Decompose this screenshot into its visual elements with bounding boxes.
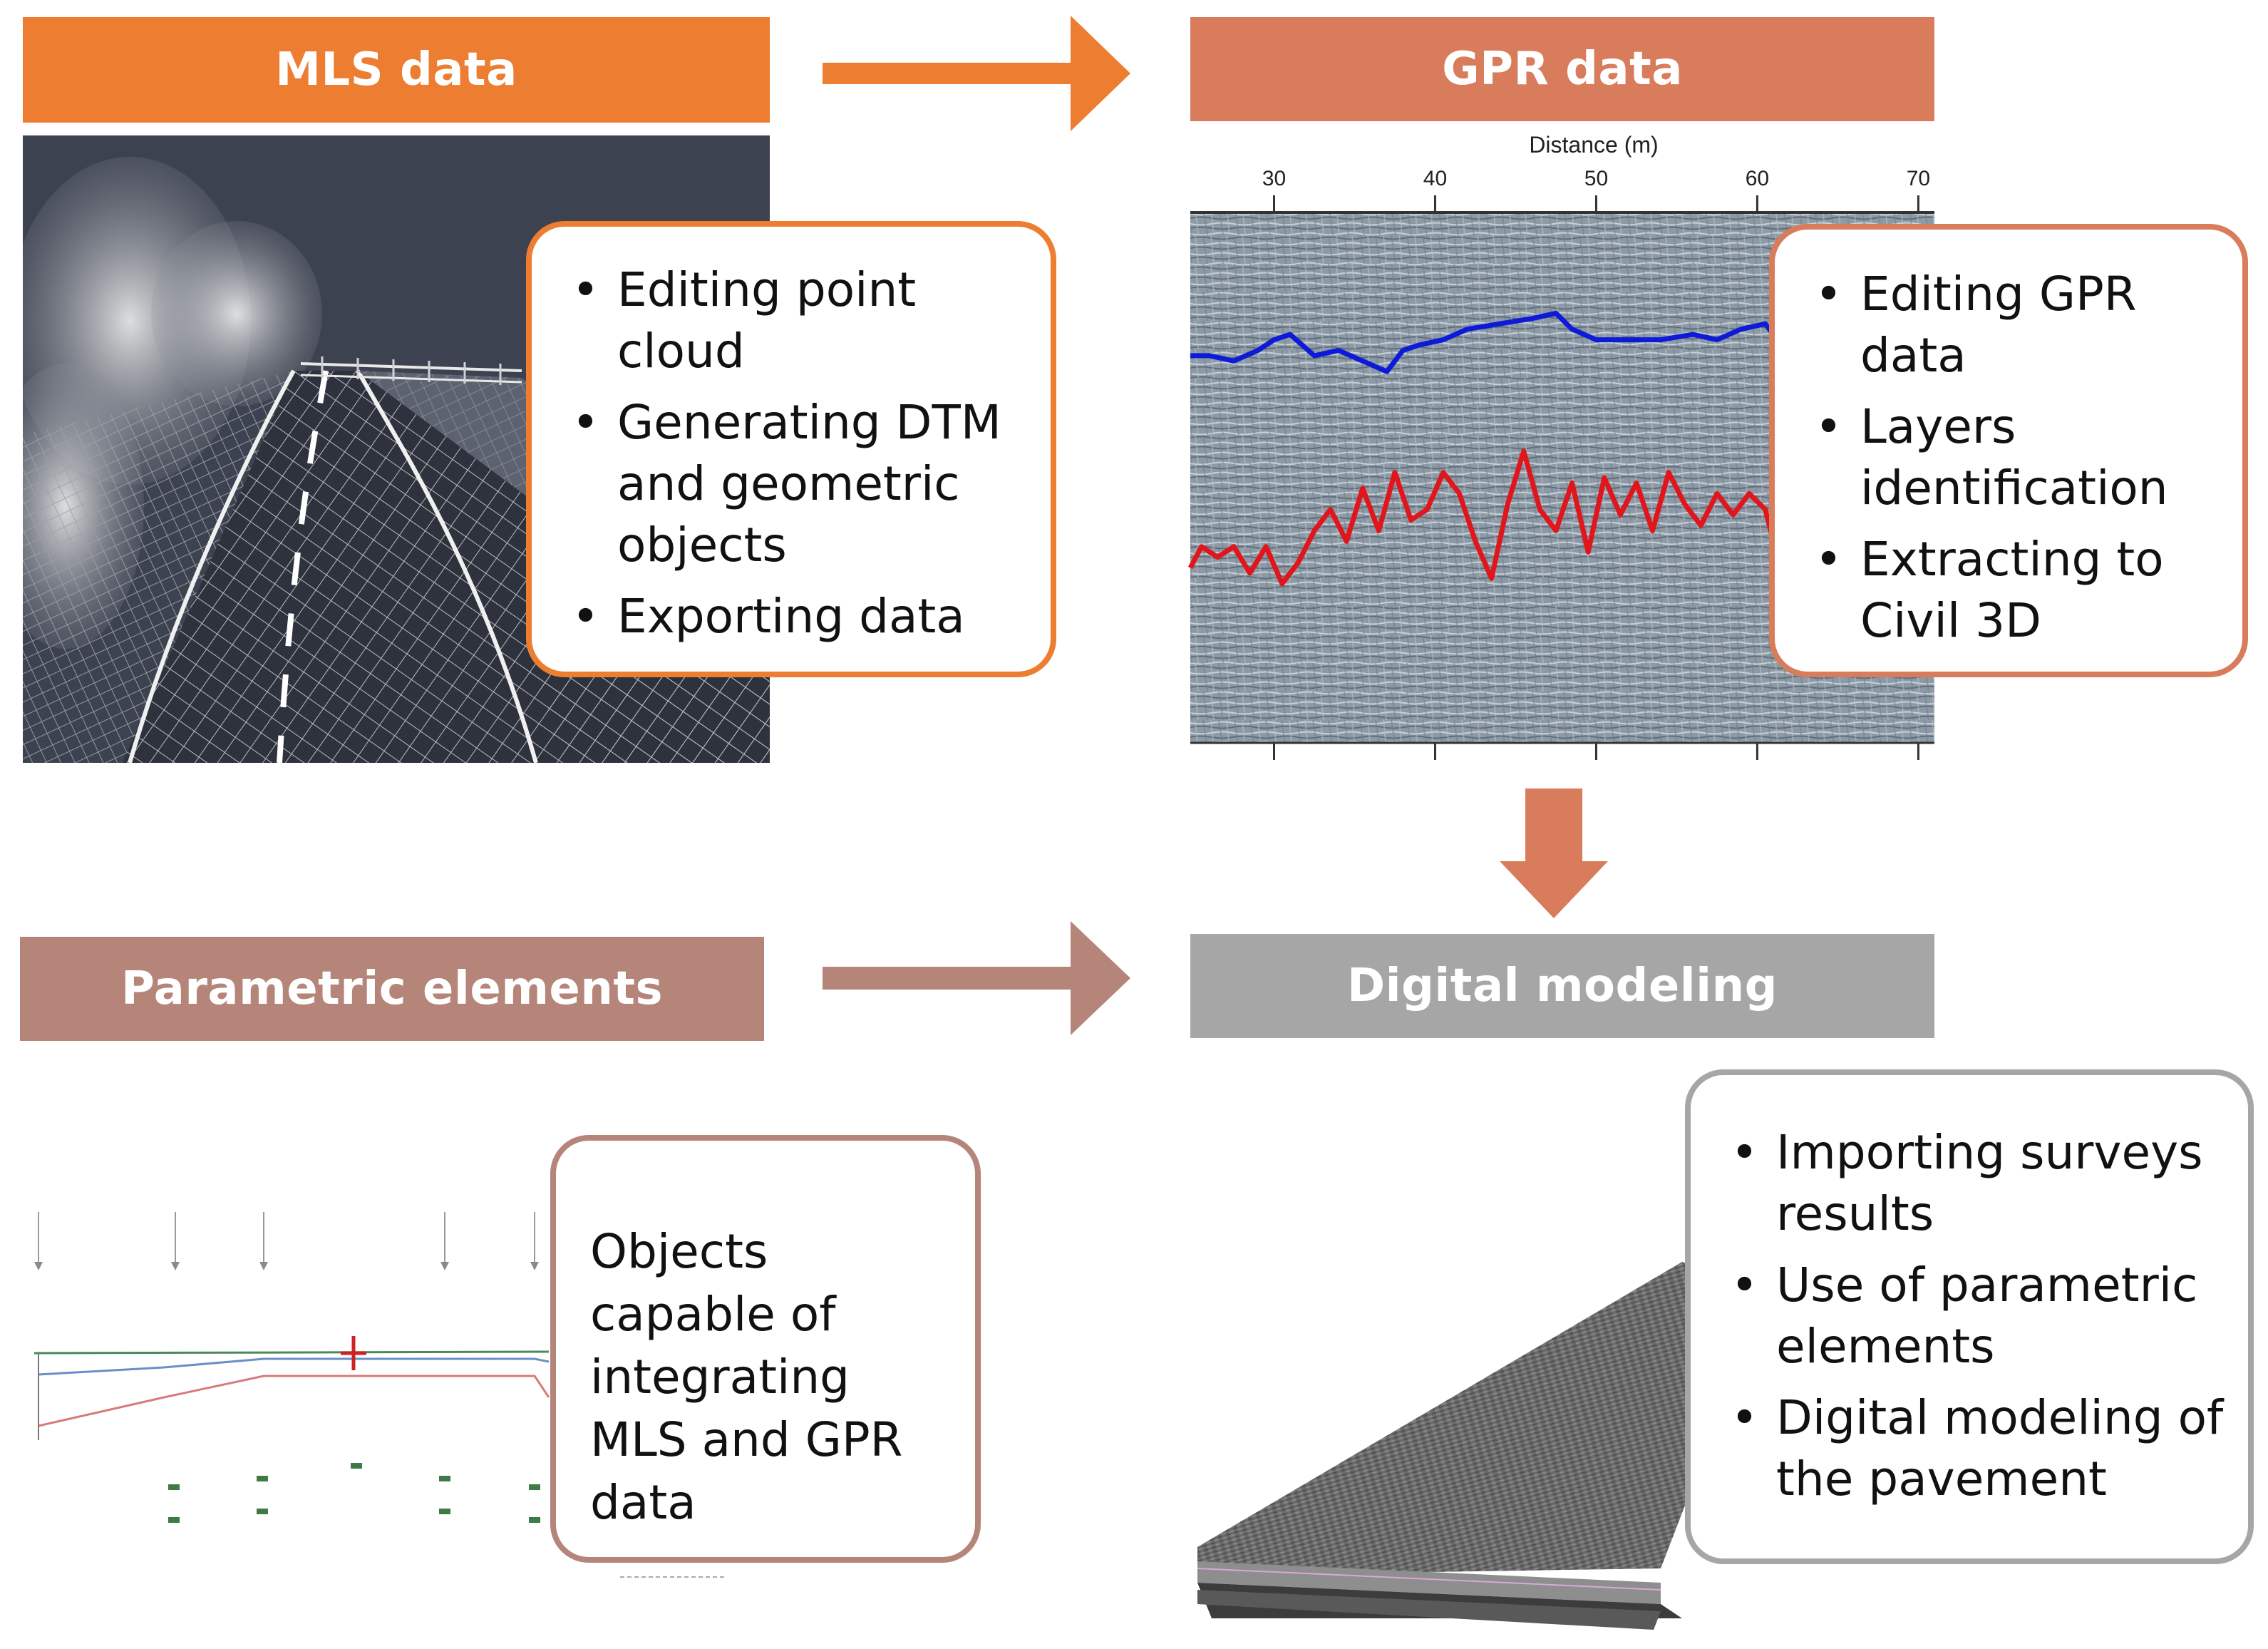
mls-tasks-list: Editing point cloud Generating DTM and g… [539, 260, 1029, 647]
x-tick-label: 30 [1262, 167, 1286, 190]
x-tick-label: 70 [1907, 167, 1930, 190]
arrow-right-icon [823, 16, 1130, 131]
gpr-tasks-callout: Editing GPR data Layers identification E… [1769, 224, 2248, 677]
mls-data-header-label: MLS data [275, 43, 517, 96]
gpr-task-item: Editing GPR data [1815, 264, 2228, 386]
parametric-callout-text: Objects capable of integrating MLS and G… [590, 1224, 903, 1530]
parametric-callout: Objects capable of integrating MLS and G… [550, 1135, 981, 1563]
mls-task-item: Generating DTM and geometric objects [572, 392, 1029, 576]
gpr-data-header: GPR data [1190, 17, 1934, 121]
arrow-right-icon [823, 921, 1130, 1035]
parametric-elements-drawing [33, 1212, 727, 1578]
gpr-task-item: Layers identification [1815, 396, 2228, 519]
mls-tasks-callout: Editing point cloud Generating DTM and g… [526, 221, 1056, 677]
mls-task-item: Editing point cloud [572, 260, 1029, 382]
gpr-tasks-list: Editing GPR data Layers identification E… [1782, 264, 2228, 652]
digital-modeling-item: Importing surveys results [1731, 1122, 2234, 1245]
gpr-data-header-label: GPR data [1442, 43, 1683, 96]
gpr-lower-layer-line [1187, 448, 1776, 587]
x-tick-label: 60 [1746, 167, 1769, 190]
gpr-task-item: Extracting to Civil 3D [1815, 529, 2228, 652]
parametric-elements-header-label: Parametric elements [120, 962, 664, 1015]
digital-modeling-header-label: Digital modeling [1347, 960, 1778, 1012]
digital-modeling-callout: Importing surveys results Use of paramet… [1685, 1069, 2254, 1564]
digital-modeling-item: Use of parametric elements [1731, 1255, 2234, 1377]
digital-modeling-list: Importing surveys results Use of paramet… [1698, 1122, 2234, 1510]
digital-modeling-header: Digital modeling [1190, 934, 1934, 1038]
digital-pavement-model-image [1197, 1262, 1768, 1630]
x-axis-title: Distance (m) [1529, 132, 1658, 158]
x-tick-label: 50 [1584, 167, 1608, 190]
mls-task-item: Exporting data [572, 586, 1029, 647]
gpr-upper-layer-line [1190, 310, 1775, 374]
x-tick-label: 40 [1423, 167, 1447, 190]
arrow-down-icon [1500, 788, 1608, 918]
digital-modeling-item: Digital modeling of the pavement [1731, 1387, 2234, 1510]
parametric-elements-header: Parametric elements [20, 937, 764, 1041]
mls-data-header: MLS data [23, 17, 770, 123]
